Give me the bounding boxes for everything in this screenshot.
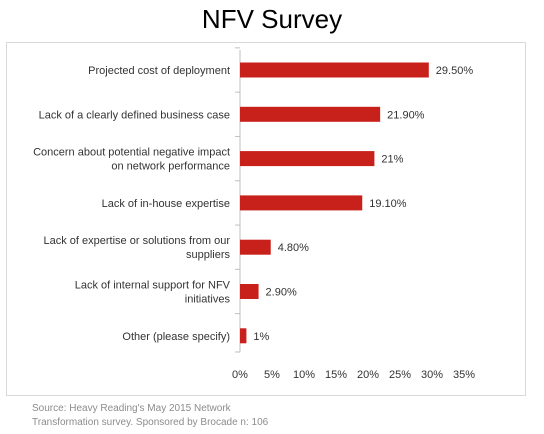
category-label-line: Lack of expertise or solutions from our xyxy=(44,235,231,247)
data-label: 21.90% xyxy=(387,109,425,121)
category-label-line: initiatives xyxy=(185,294,231,306)
bar xyxy=(240,151,375,167)
category-label-line: suppliers xyxy=(186,249,231,261)
bar xyxy=(240,106,381,122)
data-label: 1% xyxy=(253,331,269,343)
category-label: Concern about potential negative impact o… xyxy=(33,147,230,173)
data-label: 4.80% xyxy=(278,242,309,254)
category-label-line: Concern about potential negative impact xyxy=(33,147,230,159)
category-label: Lack of a clearly defined business case xyxy=(39,109,230,121)
x-tick-label: 30% xyxy=(421,369,443,381)
source-line-2: Transformation survey. Sponsored by Broc… xyxy=(32,417,269,428)
x-tick-label: 35% xyxy=(453,369,475,381)
chart-title: NFV Survey xyxy=(201,4,343,34)
category-label: Lack of in-house expertise xyxy=(102,198,230,210)
category-label: Projected cost of deployment xyxy=(88,65,230,77)
bar xyxy=(240,284,259,299)
x-tick-label: 0% xyxy=(232,369,248,381)
source-line-1: Source: Heavy Reading's May 2015 Network xyxy=(32,403,231,414)
x-tick-label: 10% xyxy=(293,369,315,381)
data-label: 19.10% xyxy=(369,198,407,210)
source-note: Source: Heavy Reading's May 2015 Network… xyxy=(32,402,332,430)
category-label-line: on network performance xyxy=(111,161,230,173)
data-label: 2.90% xyxy=(266,287,297,299)
category-label-line: Lack of in-house expertise xyxy=(102,198,230,210)
chart-frame xyxy=(6,42,526,396)
category-label-line: Other (please specify) xyxy=(122,331,230,343)
category-label-line: Projected cost of deployment xyxy=(88,65,230,77)
bar xyxy=(240,328,247,344)
category-label: Other (please specify) xyxy=(122,331,230,343)
x-tick-label: 5% xyxy=(264,369,280,381)
x-tick-label: 15% xyxy=(325,369,347,381)
bar xyxy=(240,195,363,211)
category-label: Lack of internal support for NFV initiati… xyxy=(75,280,231,306)
category-label-line: Lack of internal support for NFV xyxy=(75,280,231,292)
bar xyxy=(240,62,429,78)
x-tick-label: 25% xyxy=(389,369,411,381)
x-tick-label: 20% xyxy=(357,369,379,381)
data-label: 21% xyxy=(381,154,403,166)
category-label: Lack of expertise or solutions from our s… xyxy=(44,235,231,261)
data-label: 29.50% xyxy=(436,65,474,77)
bar xyxy=(240,239,271,255)
category-label-line: Lack of a clearly defined business case xyxy=(39,109,230,121)
bar-chart: 29.50% Projected cost of deployment 21.90%… xyxy=(33,47,475,381)
